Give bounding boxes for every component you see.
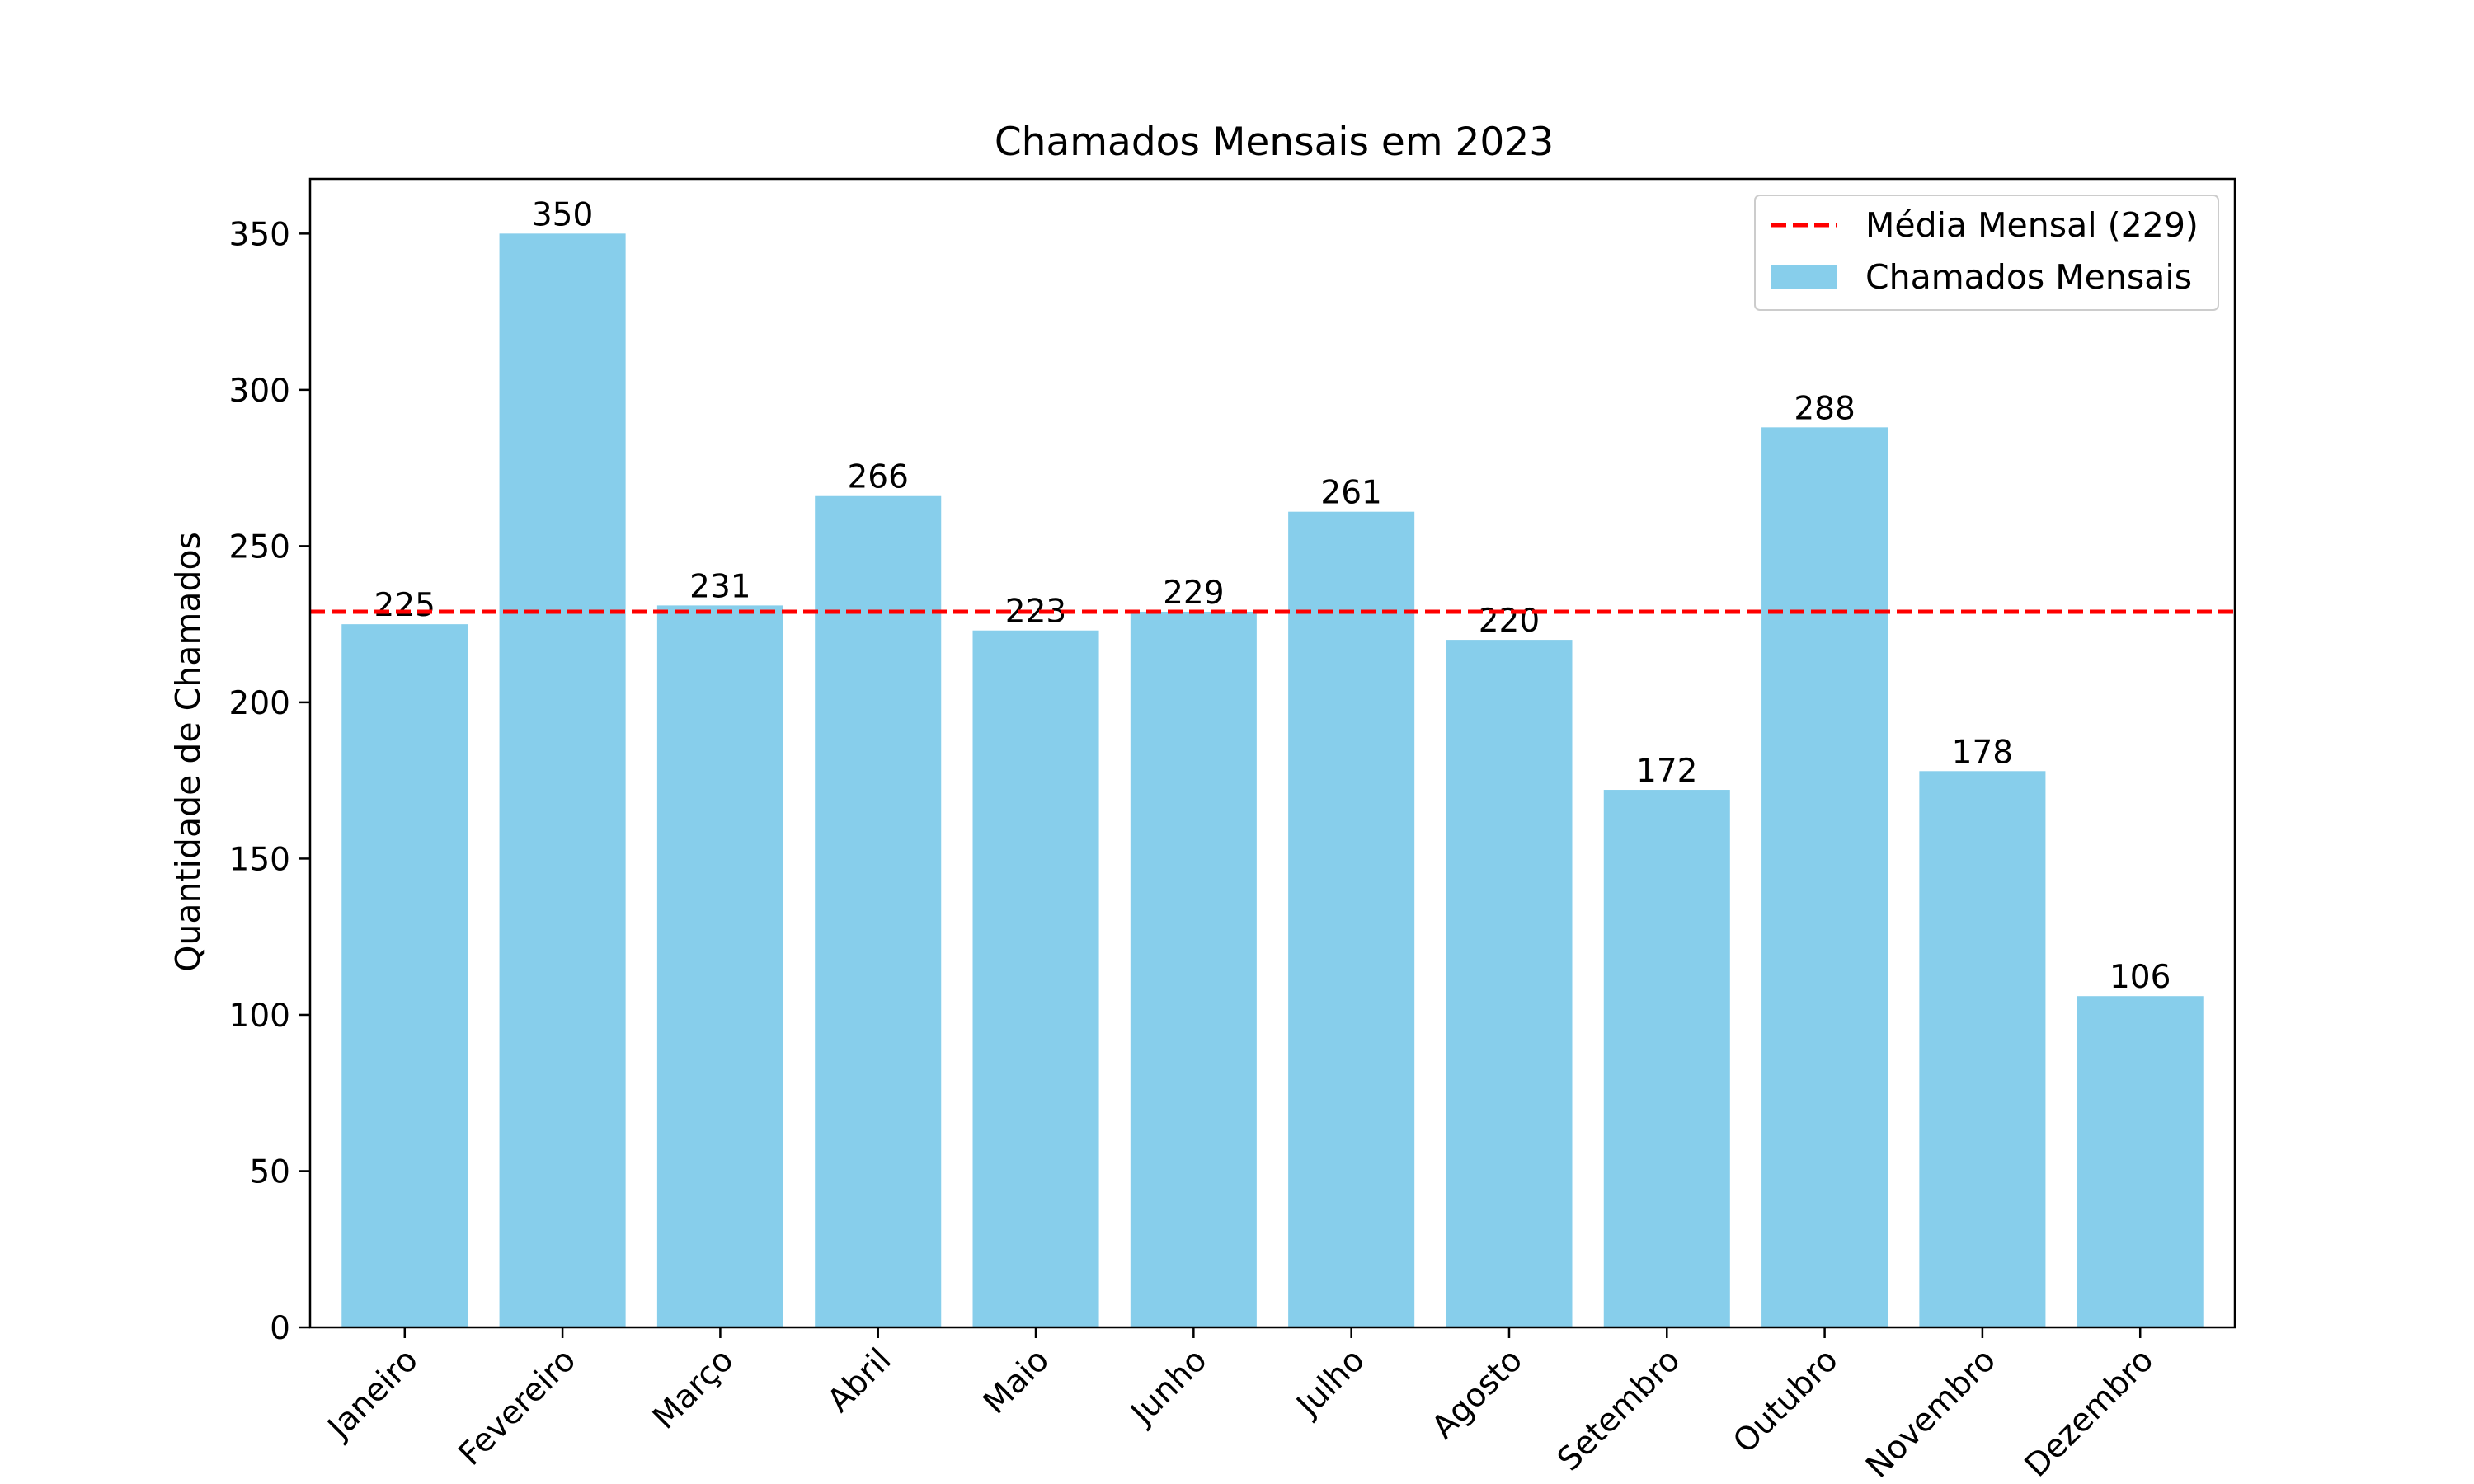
- y-axis: 0 50 100 150 200 250 300 350: [229, 216, 310, 1347]
- y-axis-title: Quantidade de Chamados: [168, 532, 208, 972]
- bar-value-label-12: 106: [2109, 959, 2171, 996]
- y-tick-label-3: 100: [229, 998, 290, 1035]
- x-tick-label-12: Dezembro: [2018, 1341, 2161, 1484]
- bar-value-label-3: 231: [689, 568, 750, 605]
- bar-value-label-8: 220: [1479, 603, 1540, 640]
- bar-value-label-6: 229: [1163, 575, 1224, 612]
- x-tick-label-9: Setembro: [1550, 1341, 1687, 1478]
- bar-value-label-10: 288: [1794, 390, 1855, 427]
- bar-1: [341, 624, 468, 1327]
- bar-value-label-11: 178: [1952, 734, 2013, 771]
- bar-8: [1446, 640, 1573, 1327]
- legend-label-bars: Chamados Mensais: [1865, 257, 2192, 297]
- x-tick-label-8: Agosto: [1425, 1341, 1530, 1446]
- bar-2: [499, 233, 626, 1327]
- chart-title: Chamados Mensais em 2023: [995, 120, 1554, 165]
- x-tick-label-10: Outubro: [1726, 1341, 1845, 1460]
- legend-marker-bars: [1771, 265, 1837, 289]
- y-tick-label-5: 200: [229, 685, 290, 722]
- legend-label-reference-line: Média Mensal (229): [1865, 205, 2199, 245]
- bars-group: [341, 233, 2204, 1328]
- y-tick-label-6: 250: [229, 528, 290, 566]
- x-tick-label-1: Janeiro: [319, 1341, 426, 1448]
- y-tick-label-2: 50: [249, 1153, 290, 1190]
- x-tick-label-5: Maio: [976, 1341, 1056, 1421]
- bar-3: [656, 605, 783, 1327]
- legend-box: [1754, 195, 2219, 311]
- bar-value-label-9: 172: [1636, 753, 1697, 790]
- bar-9: [1603, 790, 1730, 1327]
- bar-7: [1288, 511, 1415, 1327]
- bar-5: [972, 630, 1099, 1327]
- y-tick-label-7: 300: [229, 373, 290, 410]
- bar-value-label-1: 225: [374, 587, 435, 624]
- y-tick-label-4: 150: [229, 841, 290, 878]
- bar-value-label-2: 350: [532, 196, 593, 233]
- bar-value-label-7: 261: [1320, 475, 1381, 512]
- bar-10: [1761, 427, 1888, 1328]
- y-tick-label-1: 0: [270, 1310, 290, 1347]
- x-tick-label-2: Fevereiro: [452, 1341, 583, 1472]
- x-tick-label-11: Novembro: [1859, 1341, 2003, 1484]
- x-tick-label-7: Julho: [1288, 1341, 1372, 1425]
- x-tick-label-6: Junho: [1122, 1341, 1214, 1433]
- bar-11: [1919, 771, 2046, 1327]
- bar-labels-group: 225 350 231 266 223 229 261 220 172 288 178 106: [374, 196, 2171, 996]
- bar-12: [2077, 996, 2204, 1327]
- bar-value-label-5: 223: [1005, 594, 1066, 631]
- bar-4: [815, 495, 942, 1327]
- x-tick-label-4: Abril: [821, 1341, 899, 1420]
- x-tick-label-3: Março: [646, 1341, 741, 1436]
- plot-frame: [308, 177, 2236, 1329]
- bar-6: [1130, 611, 1257, 1327]
- bar-value-label-4: 266: [847, 459, 908, 496]
- y-tick-label-8: 350: [229, 216, 290, 253]
- legend: Média Mensal (229) Chamados Mensais: [1754, 195, 2219, 311]
- x-axis: Janeiro Fevereiro Março Abril Maio Junho Julho…: [319, 1327, 2161, 1484]
